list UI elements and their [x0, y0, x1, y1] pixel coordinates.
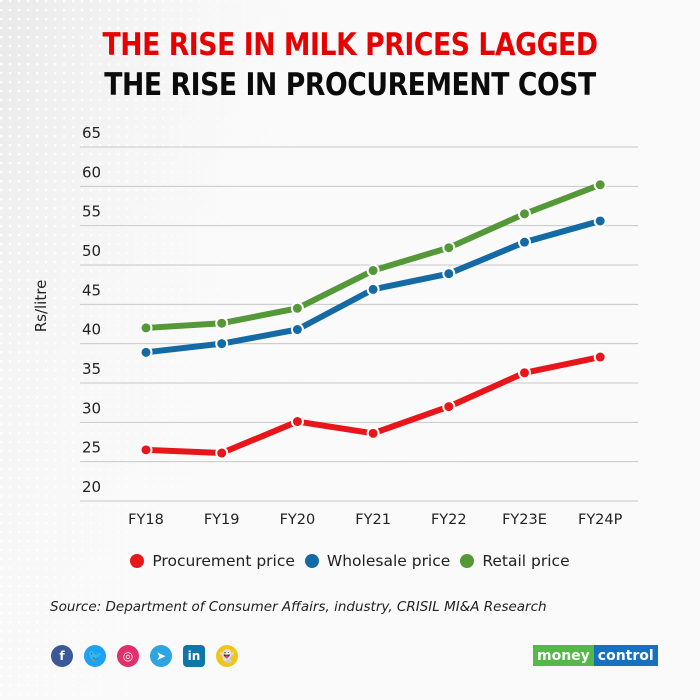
series-procurement-price — [139, 350, 607, 460]
data-point — [290, 323, 304, 337]
data-point — [215, 337, 229, 351]
legend: Procurement price Wholesale price Retail… — [0, 552, 700, 570]
data-point — [366, 426, 380, 440]
x-tick-label: FY22 — [431, 512, 467, 528]
y-tick-label: 60 — [82, 163, 101, 181]
legend-item-retail: Retail price — [460, 552, 570, 570]
title-line-2: THE RISE IN PROCUREMENT COST — [104, 67, 596, 103]
data-point — [366, 282, 380, 296]
y-tick-label: 45 — [82, 281, 101, 299]
data-point — [442, 400, 456, 414]
data-point — [215, 446, 229, 460]
logo-part-control: control — [593, 645, 658, 666]
series-wholesale-price — [139, 214, 607, 359]
y-tick-label: 65 — [82, 124, 101, 142]
telegram-icon[interactable]: ➤ — [150, 645, 172, 667]
data-point — [518, 366, 531, 380]
twitter-icon[interactable]: 🐦 — [84, 645, 106, 667]
data-point — [139, 345, 153, 359]
data-point — [290, 415, 304, 429]
snapchat-icon[interactable]: 👻 — [216, 645, 238, 667]
data-point — [366, 264, 380, 278]
legend-label-procurement: Procurement price — [152, 552, 295, 570]
y-tick-label: 40 — [82, 321, 101, 339]
y-tick-label: 50 — [82, 242, 101, 260]
gridlines — [80, 146, 638, 502]
data-point — [593, 214, 607, 228]
y-tick-label: 20 — [82, 478, 101, 496]
data-point — [215, 316, 229, 330]
data-point — [442, 267, 456, 281]
legend-item-procurement: Procurement price — [130, 552, 295, 570]
legend-item-wholesale: Wholesale price — [304, 552, 451, 570]
x-axis-ticks: FY18 FY19 FY20 FY21 FY22 FY23E FY24P — [128, 512, 622, 528]
series-line — [145, 181, 602, 331]
x-tick-label: FY20 — [280, 512, 316, 528]
data-point — [518, 207, 531, 221]
x-tick-label: FY24P — [578, 512, 623, 528]
data-point — [593, 178, 607, 192]
x-tick-label: FY19 — [204, 512, 240, 528]
title-line-1: THE RISE IN MILK PRICES LAGGED — [102, 27, 598, 63]
legend-label-retail: Retail price — [482, 552, 570, 570]
series-retail-price — [139, 178, 607, 335]
series-lines — [139, 178, 607, 460]
line-chart: 20 25 30 35 40 45 50 55 60 65 FY18 FY19 FY20 FY21 FY2… — [32, 124, 638, 528]
facebook-icon[interactable]: f — [51, 645, 73, 667]
data-point — [518, 235, 531, 249]
data-point — [290, 301, 304, 315]
y-tick-label: 25 — [82, 439, 101, 457]
x-tick-label: FY21 — [355, 512, 391, 528]
y-axis-ticks: 20 25 30 35 40 45 50 55 60 65 — [82, 124, 101, 496]
data-point — [593, 350, 607, 364]
y-tick-label: 55 — [82, 203, 101, 221]
logo-part-money: money — [533, 645, 594, 666]
y-tick-label: 35 — [82, 360, 101, 378]
moneycontrol-logo[interactable]: money control — [533, 645, 658, 666]
y-axis-label: Rs/litre — [32, 280, 50, 333]
legend-dot-wholesale — [304, 554, 319, 568]
x-tick-label: FY18 — [128, 512, 164, 528]
y-tick-label: 30 — [82, 399, 101, 417]
legend-dot-retail — [460, 554, 475, 568]
social-icons: f 🐦 ◎ ➤ in 👻 — [51, 645, 238, 667]
legend-label-wholesale: Wholesale price — [326, 552, 451, 570]
source-note: Source: Department of Consumer Affairs, … — [50, 599, 547, 615]
data-point — [442, 241, 456, 255]
instagram-icon[interactable]: ◎ — [117, 645, 139, 667]
data-point — [139, 443, 153, 457]
x-tick-label: FY23E — [502, 512, 547, 528]
linkedin-icon[interactable]: in — [183, 645, 205, 667]
legend-dot-procurement — [130, 554, 145, 568]
data-point — [139, 321, 153, 335]
